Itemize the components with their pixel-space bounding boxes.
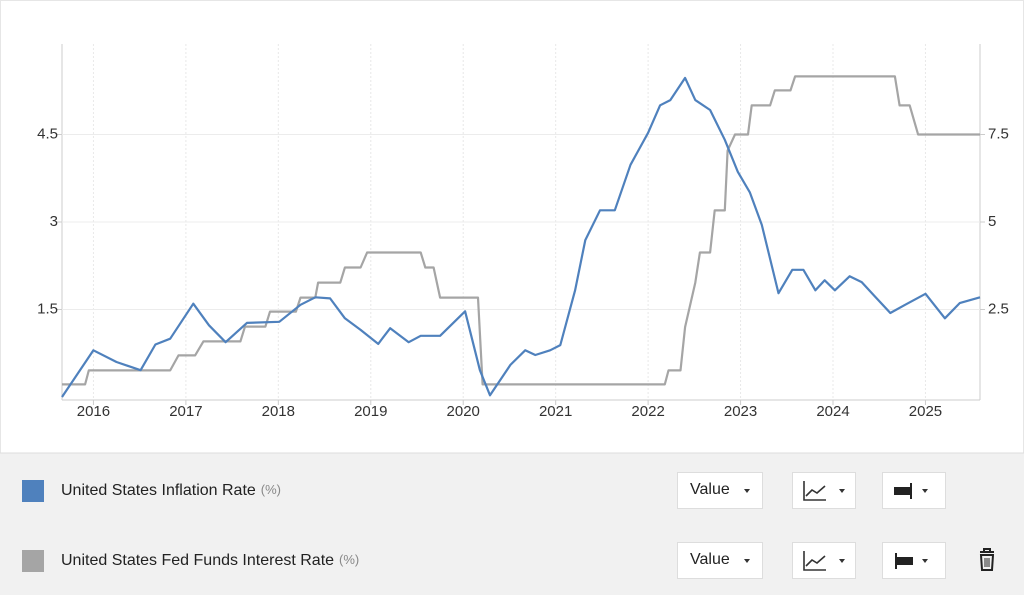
axis-button[interactable] (882, 472, 946, 509)
x-tick-label: 2018 (262, 403, 295, 420)
chart-icon (803, 551, 826, 571)
legend-label: United States Fed Funds Interest Rate (%) (61, 552, 359, 569)
caret (839, 489, 845, 493)
series-line (61, 76, 981, 398)
y2-tick-label: 5 (988, 213, 996, 230)
chart-type-button[interactable] (792, 472, 856, 509)
caret (744, 489, 750, 493)
delete-icon-lines (984, 558, 990, 567)
x-tick-label: 2022 (631, 403, 664, 420)
chart-icon (803, 481, 826, 501)
series-unit: (%) (339, 552, 359, 567)
legend-swatch (22, 480, 44, 502)
x-tick-label: 2019 (354, 403, 387, 420)
y-tick-label: 1.5 (37, 300, 58, 317)
axis-icon (894, 483, 912, 499)
y-tick-label: 4.5 (37, 125, 58, 142)
delete-icon[interactable] (979, 548, 995, 571)
caret (922, 489, 928, 493)
y2-tick-label: 2.5 (988, 300, 1009, 317)
axis-button[interactable] (882, 542, 946, 579)
series-line (62, 75, 980, 386)
series-unit: (%) (261, 482, 281, 497)
axis-icon (895, 553, 913, 569)
x-tick-label: 2025 (909, 403, 942, 420)
x-tick-label: 2023 (724, 403, 757, 420)
x-tick-label: 2020 (447, 403, 480, 420)
x-tick-label: 2017 (169, 403, 202, 420)
legend-label: United States Inflation Rate (%) (61, 482, 281, 499)
mode-label[interactable]: Value (690, 551, 730, 568)
caret (744, 559, 750, 563)
series-name: United States Fed Funds Interest Rate (61, 552, 334, 569)
legend-panel (0, 453, 1024, 595)
y-tick-label: 3 (50, 213, 58, 230)
series-name: United States Inflation Rate (61, 482, 256, 499)
caret (839, 559, 845, 563)
controls: United States Inflation Rate (%) Value Unit… (22, 472, 995, 579)
caret (922, 559, 928, 563)
x-tick-label: 2016 (77, 403, 110, 420)
x-tick-label: 2024 (816, 403, 849, 420)
mode-label[interactable]: Value (690, 481, 730, 498)
y2-tick-label: 7.5 (988, 125, 1009, 142)
chart-type-button[interactable] (792, 542, 856, 579)
legend-swatch (22, 550, 44, 572)
x-tick-label: 2021 (539, 403, 572, 420)
